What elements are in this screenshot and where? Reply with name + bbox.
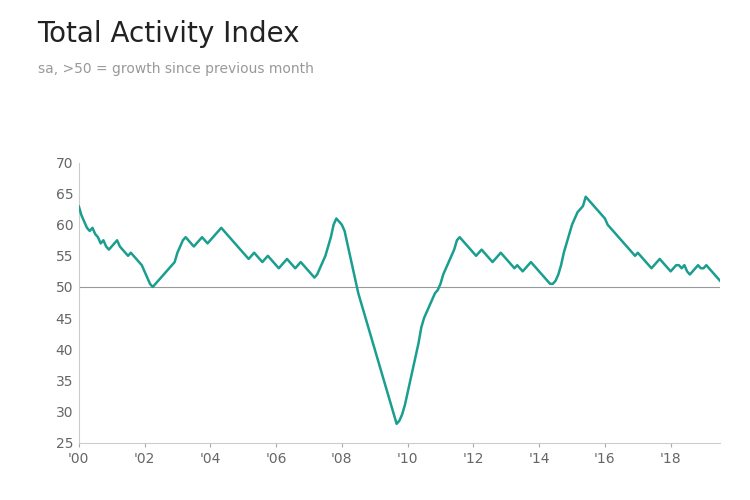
Text: sa, >50 = growth since previous month: sa, >50 = growth since previous month [38,62,314,76]
Text: Total Activity Index: Total Activity Index [38,20,300,48]
